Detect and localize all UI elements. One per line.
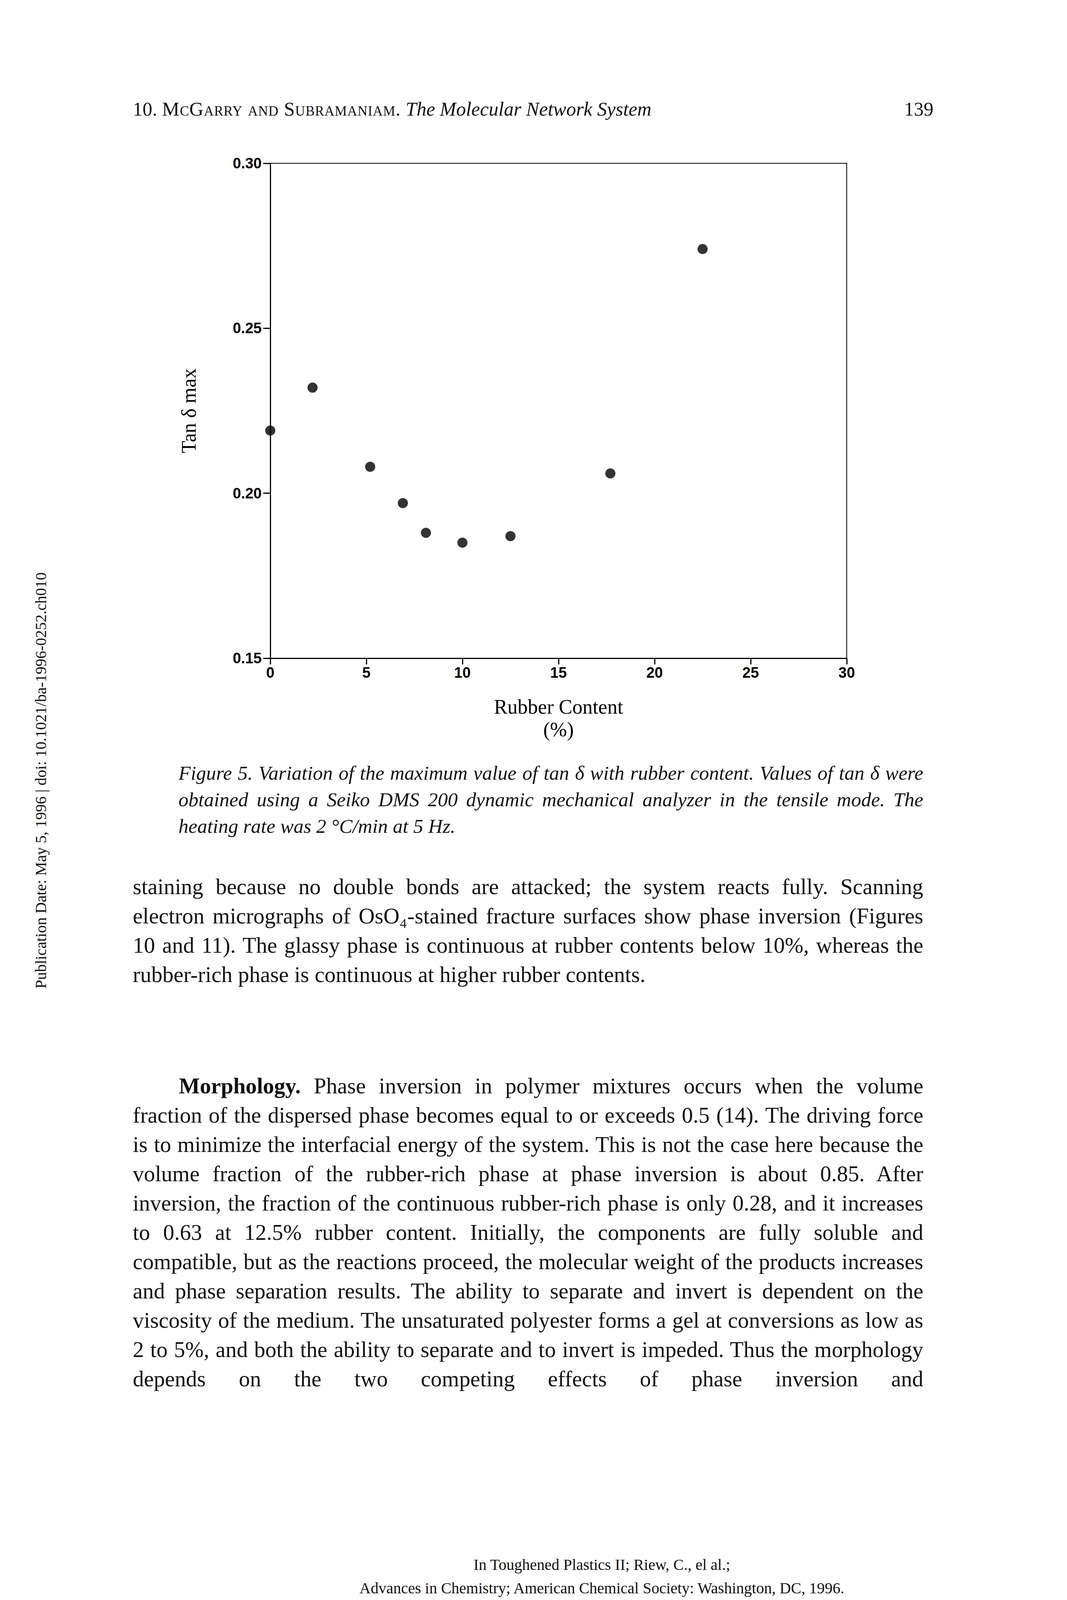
html-text:Publication Date: May 5, 1996: Publication Date: May 5, 1996 | doi: 10.…: [31, 572, 50, 989]
html-text:staining because no double bon: staining because no double bonds are att…: [132, 874, 924, 987]
html-text:Phase inversion in polymer mix: Phase inversion in polymer mixtures occu…: [132, 1073, 924, 1391]
html-text:139: 139: [904, 98, 934, 120]
svg-text:30: 30: [838, 664, 855, 681]
html-text:In Toughened Plastics II; Riew: In Toughened Plastics II; Riew, C., el a…: [473, 1555, 731, 1574]
svg-text:15: 15: [550, 664, 567, 681]
html-text:Morphology.: Morphology.: [178, 1073, 301, 1098]
svg-text:Rubber Content: Rubber Content: [494, 695, 624, 718]
svg-text:0.20: 0.20: [232, 485, 262, 502]
svg-text:0.25: 0.25: [232, 319, 262, 337]
svg-text:(%): (%): [543, 718, 574, 741]
svg-text:25: 25: [742, 664, 759, 681]
html-text:10. McGarry and Subramaniam. T: 10. McGarry and Subramaniam. The Molecul…: [132, 98, 652, 120]
svg-text:0.15: 0.15: [232, 649, 262, 667]
svg-text:5: 5: [362, 664, 371, 681]
svg-text:0: 0: [265, 664, 275, 681]
svg-text:0.30: 0.30: [232, 155, 262, 172]
svg-text:Tan δ max: Tan δ max: [177, 368, 200, 454]
svg-text:20: 20: [646, 664, 663, 681]
html-text:Advances in Chemistry; America: Advances in Chemistry; American Chemical…: [359, 1579, 845, 1597]
html-text:Figure 5. Variation of the max: Figure 5. Variation of the maximum value…: [178, 761, 924, 837]
svg-text:10: 10: [454, 664, 471, 681]
